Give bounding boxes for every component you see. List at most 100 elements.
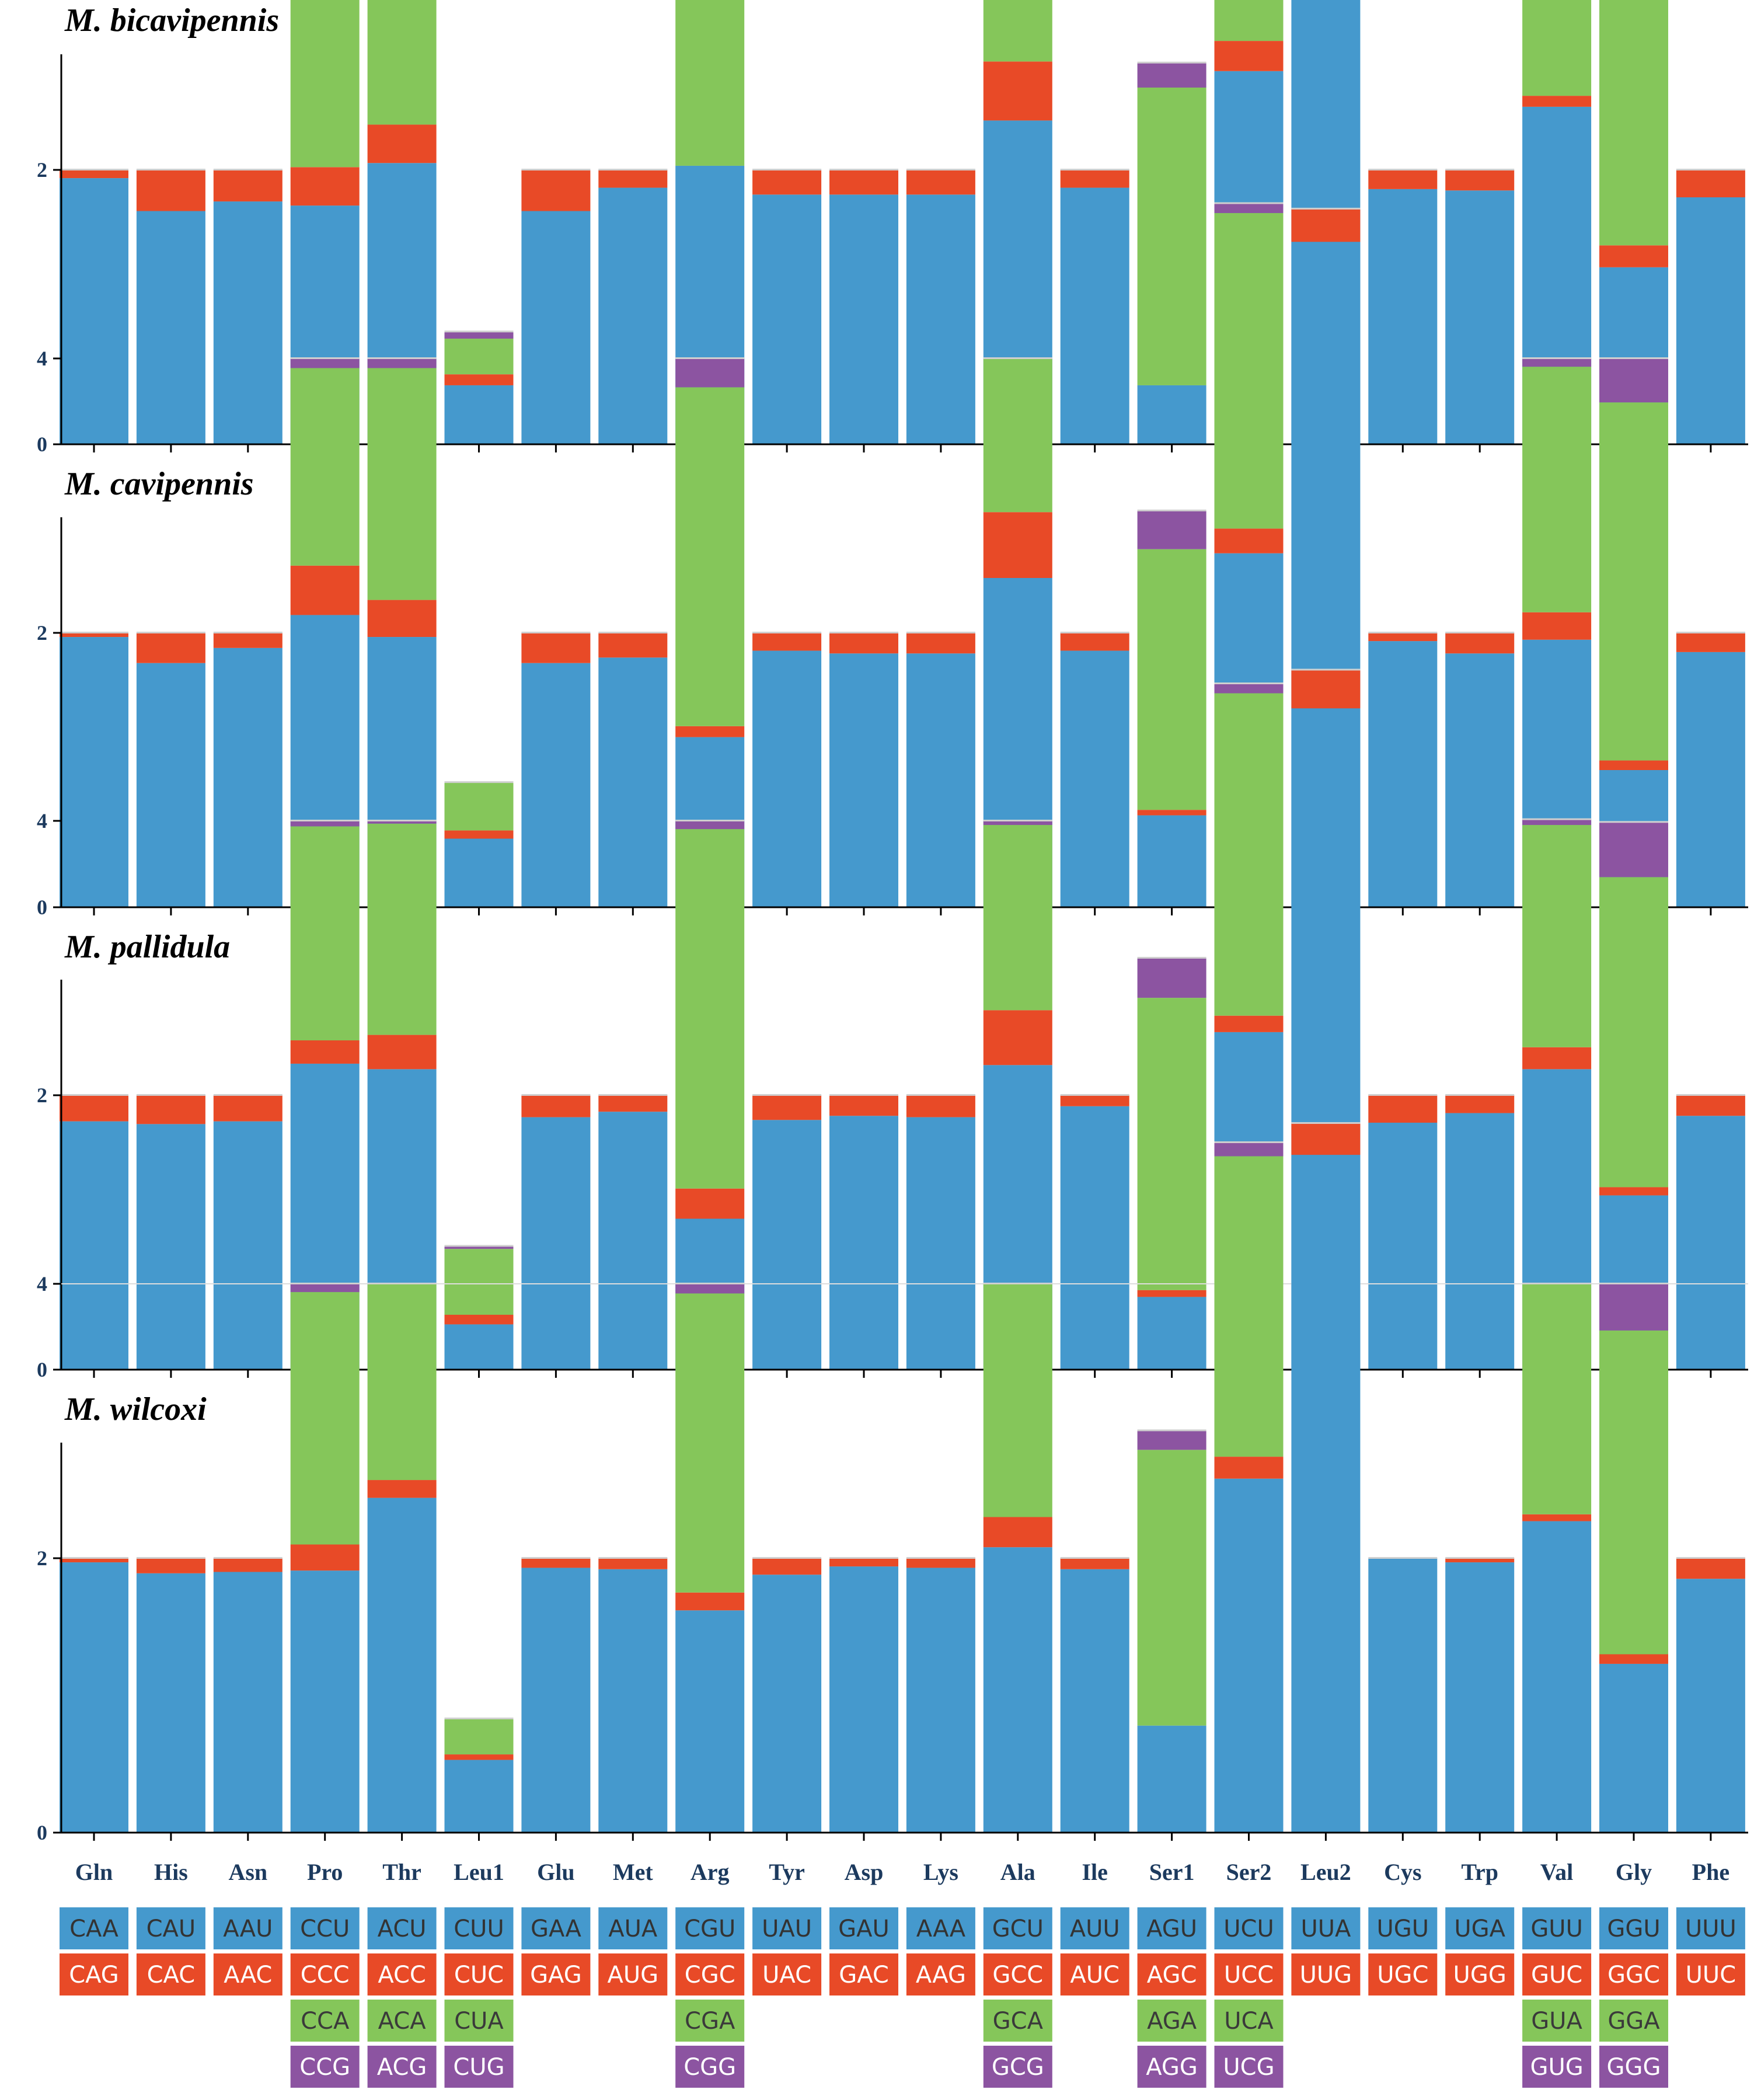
bar-ser1 bbox=[1137, 957, 1206, 1370]
bar-segment-auu bbox=[1060, 1569, 1129, 1833]
bar-segment-guc bbox=[1522, 1047, 1592, 1070]
bar-segment-ggg bbox=[1599, 1284, 1668, 1331]
bar-tyr bbox=[752, 169, 822, 444]
bar-segment-uga bbox=[1445, 190, 1515, 444]
codon-box-aaa bbox=[906, 1907, 975, 1949]
codon-label: CAU bbox=[147, 1916, 196, 1942]
bar-cap bbox=[752, 1557, 822, 1559]
bar-segment-cua bbox=[444, 1249, 514, 1315]
bar-segment-gau bbox=[829, 1116, 898, 1370]
bar-ile bbox=[1060, 169, 1129, 444]
codon-label: UCG bbox=[1223, 2054, 1274, 2081]
bar-segment-uuc bbox=[1676, 170, 1745, 197]
bar-cap bbox=[290, 357, 360, 359]
codon-label: GAA bbox=[531, 1916, 581, 1942]
bar-segment-ggc bbox=[1599, 1187, 1668, 1196]
codon-label: AAA bbox=[916, 1916, 966, 1942]
codon-label: GAG bbox=[530, 1962, 582, 1988]
bar-segment-ggc bbox=[1599, 1654, 1668, 1664]
bar-segment-cgc bbox=[675, 1188, 745, 1219]
bar-segment-gug bbox=[1522, 819, 1592, 826]
codon-label: AUA bbox=[608, 1916, 658, 1942]
codon-label: GCC bbox=[992, 1962, 1043, 1988]
bar-ser1 bbox=[1137, 1429, 1206, 1833]
bar-cap bbox=[983, 1283, 1052, 1284]
bar-segment-agc bbox=[1137, 810, 1206, 816]
codon-box-caa bbox=[60, 1907, 128, 1949]
bar-cap bbox=[675, 820, 745, 821]
bar-segment-guc bbox=[1522, 1514, 1592, 1521]
bar-segment-aaa bbox=[906, 1117, 975, 1370]
bar-leu1 bbox=[444, 330, 514, 444]
x-label-gln: Gln bbox=[75, 1859, 113, 1885]
bar-segment-aag bbox=[906, 1558, 975, 1568]
codon-label: AUC bbox=[1070, 1962, 1120, 1988]
bar-segment-ugu bbox=[1368, 641, 1438, 907]
bar-segment-uuu bbox=[1676, 652, 1745, 907]
bar-segment-aga bbox=[1137, 549, 1206, 810]
bar-segment-gga bbox=[1599, 1330, 1668, 1655]
bar-leu2 bbox=[1291, 1122, 1361, 1833]
x-label-trp: Trp bbox=[1461, 1859, 1498, 1885]
codon-box-aag bbox=[906, 1953, 975, 1995]
codon-label: CAG bbox=[69, 1962, 119, 1988]
bar-segment-cgc bbox=[675, 726, 745, 737]
bar-segment-guc bbox=[1522, 96, 1592, 107]
codon-label: GUC bbox=[1531, 1962, 1582, 1988]
bar-asp bbox=[829, 1557, 898, 1833]
bar-segment-ucc bbox=[1214, 528, 1284, 553]
bar-segment-cuu bbox=[444, 1324, 514, 1370]
codon-label: GGU bbox=[1607, 1916, 1660, 1942]
bar-segment-ucg bbox=[1214, 1142, 1284, 1157]
y-tick-label: 4 bbox=[37, 809, 47, 833]
codon-box-aua bbox=[598, 1907, 668, 1949]
bar-cap bbox=[675, 1283, 745, 1284]
bar-segment-gaa bbox=[521, 1117, 591, 1370]
bar-segment-cgg bbox=[675, 1284, 745, 1294]
codon-box-uug bbox=[1291, 1953, 1361, 1995]
bar-segment-uuu bbox=[1676, 1579, 1745, 1833]
codon-box-guc bbox=[1522, 1953, 1592, 1995]
bar-segment-aug bbox=[598, 170, 668, 188]
bar-segment-uga bbox=[1445, 1562, 1515, 1833]
bar-segment-cuc bbox=[444, 1754, 514, 1760]
codon-label: UUG bbox=[1300, 1962, 1352, 1988]
codon-box-aug bbox=[598, 1953, 668, 1995]
bar-segment-uuc bbox=[1676, 1095, 1745, 1116]
codon-label: CCG bbox=[299, 2054, 350, 2081]
codon-box-aau bbox=[213, 1907, 283, 1949]
codon-box-aca bbox=[367, 2000, 437, 2042]
bar-segment-cau bbox=[136, 1124, 205, 1370]
x-label-phe: Phe bbox=[1692, 1859, 1729, 1885]
codon-box-gga bbox=[1599, 2000, 1668, 2042]
bar-segment-gua bbox=[1522, 825, 1592, 1047]
bar-segment-gag bbox=[521, 1095, 591, 1117]
bar-segment-aca bbox=[367, 823, 437, 1035]
x-label-ile: Ile bbox=[1082, 1859, 1107, 1885]
bar-segment-gga bbox=[1599, 877, 1668, 1187]
bar-cap bbox=[521, 632, 591, 633]
bar-segment-aua bbox=[598, 657, 668, 907]
bar-cap bbox=[983, 820, 1052, 821]
bar-segment-agg bbox=[1137, 1430, 1206, 1450]
bar-cap bbox=[136, 1094, 205, 1096]
bar-segment-ggc bbox=[1599, 245, 1668, 267]
bar-his bbox=[136, 169, 205, 444]
bar-cap bbox=[290, 1283, 360, 1284]
codon-box-cuc bbox=[444, 1953, 514, 1995]
bar-segment-acc bbox=[367, 1480, 437, 1498]
bar-segment-cac bbox=[136, 633, 205, 663]
bar-segment-aua bbox=[598, 1569, 668, 1833]
bar-segment-ccc bbox=[290, 1040, 360, 1064]
bar-segment-aaa bbox=[906, 1568, 975, 1833]
bar-segment-cua bbox=[444, 1718, 514, 1755]
codon-label: GCU bbox=[992, 1916, 1044, 1942]
bar-segment-cgu bbox=[675, 1610, 745, 1833]
codon-label: GAC bbox=[839, 1962, 889, 1988]
codon-label: AGG bbox=[1146, 2054, 1198, 2081]
bar-cap bbox=[136, 632, 205, 633]
bar-cap bbox=[906, 632, 975, 633]
codon-label: GUG bbox=[1530, 2054, 1583, 2081]
codon-label: UAC bbox=[762, 1962, 811, 1988]
codon-label: AGU bbox=[1146, 1916, 1197, 1942]
